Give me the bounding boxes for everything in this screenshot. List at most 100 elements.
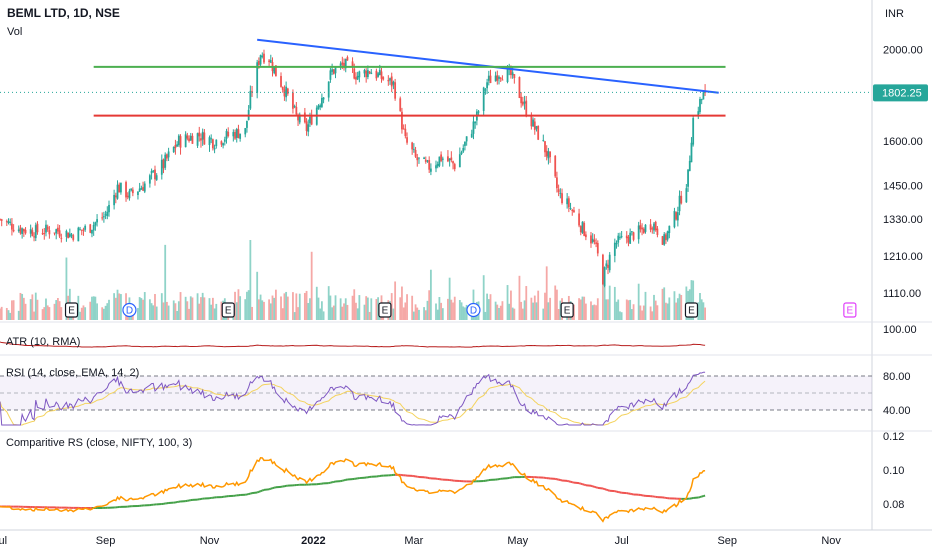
candle-body bbox=[46, 226, 49, 230]
price-axis[interactable]: 2000.001800.001600.001450.001330.001210.… bbox=[883, 45, 923, 300]
volume-bar bbox=[366, 297, 369, 320]
earnings-marker-label: E bbox=[847, 306, 854, 317]
price-tick-label: 1600.00 bbox=[883, 136, 923, 148]
dividend-marker-label: D bbox=[470, 306, 477, 317]
volume-bar bbox=[518, 275, 521, 320]
candle-body bbox=[465, 136, 468, 142]
volume-bar bbox=[259, 294, 262, 320]
volume-bar bbox=[116, 289, 119, 320]
candle-body bbox=[239, 133, 242, 139]
volume-bar bbox=[160, 293, 163, 320]
volume-bar bbox=[579, 299, 582, 320]
candle-body bbox=[24, 229, 27, 234]
volume-bar bbox=[700, 299, 703, 320]
candle-body bbox=[690, 142, 693, 163]
volume-bar bbox=[191, 297, 194, 320]
candle-body bbox=[29, 229, 32, 234]
volume-bar bbox=[458, 300, 461, 320]
volume-bar bbox=[12, 300, 15, 320]
candle-body bbox=[639, 225, 642, 230]
svg-text:1802.25: 1802.25 bbox=[882, 87, 922, 99]
volume-bar bbox=[172, 300, 175, 320]
volume-bar bbox=[676, 298, 679, 320]
volume-bar bbox=[246, 291, 248, 320]
candle-body bbox=[148, 175, 151, 184]
candle-body bbox=[167, 151, 170, 158]
volume-bar bbox=[298, 293, 301, 320]
volume-bar bbox=[113, 293, 116, 320]
candle-body bbox=[642, 228, 645, 234]
volume-bar bbox=[0, 306, 3, 320]
time-tick-label: Sep bbox=[717, 535, 737, 547]
candle-body bbox=[275, 65, 277, 77]
volume-bar bbox=[641, 310, 643, 320]
candle-body bbox=[593, 239, 596, 242]
volume-bar bbox=[523, 300, 526, 320]
candle-body bbox=[196, 133, 199, 146]
crs-ma-segment bbox=[270, 487, 273, 490]
volume-bar bbox=[603, 284, 606, 320]
volume-label: Vol bbox=[7, 26, 22, 38]
volume-bar bbox=[5, 307, 8, 320]
candle-body bbox=[470, 133, 473, 138]
crs-tick: 0.12 bbox=[883, 431, 904, 443]
volume-bar bbox=[303, 292, 306, 320]
candle-body bbox=[394, 82, 397, 99]
volume-bar bbox=[653, 294, 655, 320]
candle-body bbox=[303, 112, 306, 123]
volume-bar bbox=[320, 301, 323, 320]
candle-body bbox=[549, 151, 552, 158]
volume-bar bbox=[506, 285, 509, 320]
candle-body bbox=[332, 69, 335, 74]
candle-body bbox=[19, 227, 22, 234]
candle-body bbox=[605, 263, 608, 267]
volume-bar bbox=[416, 307, 419, 320]
volume-bar bbox=[447, 298, 449, 320]
volume-bar bbox=[309, 298, 311, 320]
volume-bar bbox=[358, 295, 361, 320]
volume-bar bbox=[542, 308, 545, 320]
volume-bar bbox=[428, 290, 431, 320]
candle-body bbox=[675, 212, 678, 220]
candle-body bbox=[458, 154, 461, 168]
dividend-marker bbox=[466, 302, 481, 318]
candle-body bbox=[436, 164, 439, 167]
volume-bar bbox=[690, 280, 693, 320]
time-axis[interactable]: Jul Sep Nov 2022 Mar May Jul Sep Nov bbox=[0, 535, 841, 547]
candle-body bbox=[559, 192, 562, 194]
candle-body bbox=[412, 148, 415, 150]
candle-body bbox=[57, 227, 59, 232]
volume-bar bbox=[556, 289, 558, 320]
candle-body bbox=[203, 132, 206, 145]
earnings-marker bbox=[684, 302, 699, 318]
candle-body bbox=[280, 76, 282, 87]
volume-bar bbox=[596, 298, 599, 320]
candle-body bbox=[596, 242, 599, 254]
volume-bar bbox=[486, 293, 488, 320]
volume-bar bbox=[154, 294, 156, 320]
volume-bar bbox=[24, 303, 27, 320]
candle-body bbox=[583, 223, 586, 236]
volume-bar bbox=[363, 304, 366, 320]
volume-bar bbox=[58, 301, 61, 320]
candle-body bbox=[307, 124, 310, 132]
candle-body bbox=[172, 146, 175, 153]
volume-bar bbox=[620, 312, 623, 320]
candle-body bbox=[249, 90, 252, 109]
candle-body bbox=[143, 183, 146, 192]
volume-bar bbox=[680, 294, 683, 320]
volume-bar bbox=[211, 297, 214, 320]
candle-body bbox=[692, 118, 695, 145]
time-tick-label: May bbox=[507, 535, 528, 547]
candle-body bbox=[404, 128, 407, 137]
candle-body bbox=[331, 69, 334, 72]
volume-bar bbox=[17, 310, 20, 320]
candle-body bbox=[429, 168, 432, 172]
candle-body bbox=[140, 188, 143, 190]
candlestick-series bbox=[0, 49, 706, 288]
crs-ma-segment bbox=[272, 486, 275, 490]
candle-body bbox=[295, 106, 298, 115]
candle-body bbox=[666, 231, 669, 240]
candle-body bbox=[102, 216, 105, 218]
